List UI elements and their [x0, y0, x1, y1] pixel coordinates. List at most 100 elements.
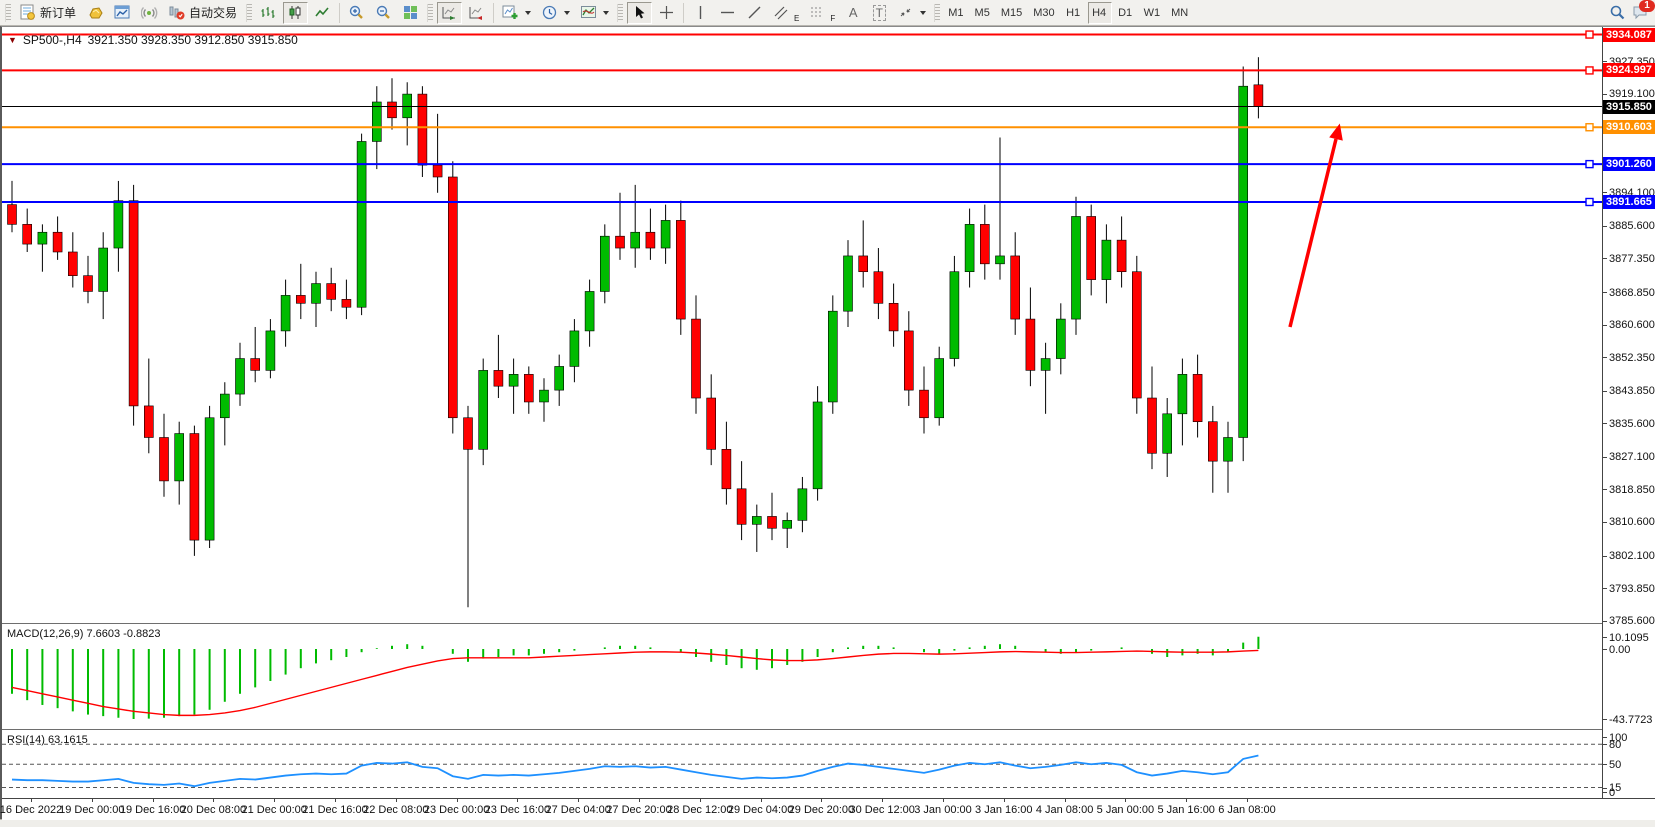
macd-panel[interactable]	[2, 625, 1602, 729]
chart-title: ▼ SP500-,H4 3921.350 3928.350 3912.850 3…	[8, 33, 298, 47]
line-handle[interactable]	[1585, 30, 1594, 39]
candle-body	[189, 433, 200, 541]
autotrading-label: 自动交易	[189, 6, 238, 20]
toolbar-grip[interactable]	[427, 3, 434, 22]
candle-body	[706, 397, 717, 450]
line-handle[interactable]	[1585, 197, 1594, 207]
rsi-line	[11, 754, 1259, 788]
new-order-button[interactable]: 新订单	[15, 2, 81, 24]
zoom-out-button[interactable]	[371, 2, 396, 24]
trendline-button[interactable]	[742, 2, 767, 24]
timeframe-button-w1[interactable]: W1	[1140, 2, 1166, 24]
level-lines-layer	[2, 30, 1602, 207]
tile-windows-button[interactable]	[398, 2, 423, 24]
toolbar-grip[interactable]	[5, 3, 11, 22]
horizontal-line-icon	[721, 11, 735, 14]
candle-body	[888, 302, 899, 332]
timeframe-button-m1[interactable]: M1	[944, 2, 968, 24]
templates-button[interactable]	[576, 2, 613, 24]
zoom-out-icon	[376, 5, 390, 19]
candle-body	[751, 516, 762, 525]
line-handle[interactable]	[1585, 66, 1594, 75]
time-tick	[395, 799, 397, 802]
time-label: 30 Dec 12:00	[849, 804, 915, 816]
axis-tick-label: 3785.600	[1603, 615, 1655, 628]
timeframe-button-d1[interactable]: D1	[1114, 2, 1138, 24]
arrows-button[interactable]	[893, 2, 930, 24]
bar-chart-button[interactable]	[256, 2, 281, 24]
chart-shift-button[interactable]	[464, 2, 489, 24]
equidistant-channel-button[interactable]: E	[769, 2, 803, 24]
axis-tick-label: 3868.850	[1603, 286, 1655, 299]
toolbar-grip[interactable]	[246, 3, 253, 22]
candle-body	[1025, 318, 1036, 371]
vertical-line-icon	[699, 6, 702, 19]
axis-tick-label: 3860.600	[1603, 319, 1655, 332]
trendline-icon	[748, 6, 761, 19]
time-axis[interactable]: 16 Dec 2022 19 Dec 00:00 19 Dec 16:00 20 De…	[0, 798, 1655, 820]
fibonacci-button[interactable]: F	[805, 2, 839, 24]
line-chart-button[interactable]	[310, 2, 335, 24]
autotrading-button[interactable]: 自动交易	[164, 2, 242, 24]
main-chart-area[interactable]	[2, 27, 1602, 623]
search-icon[interactable]	[1609, 4, 1626, 21]
candle-body	[1086, 216, 1096, 280]
candle-body	[691, 318, 701, 399]
candle-body	[523, 374, 534, 403]
candlestick-chart-button[interactable]	[283, 1, 309, 24]
trend-arrow[interactable]	[1288, 123, 1343, 328]
rsi-panel[interactable]	[2, 731, 1602, 798]
time-tick	[578, 799, 580, 802]
time-label: 19 Dec 16:00	[119, 804, 186, 816]
toolbar-grip[interactable]	[617, 3, 624, 22]
text-button[interactable]: A	[841, 2, 865, 24]
candle-body	[569, 330, 580, 367]
time-tick	[1125, 799, 1127, 802]
timeframe-button-h1[interactable]: H1	[1062, 2, 1086, 24]
candle-body	[660, 220, 671, 249]
timeframe-button-m15[interactable]: M15	[997, 2, 1027, 24]
candle-body	[144, 405, 154, 438]
timeframe-button-m30[interactable]: M30	[1029, 2, 1059, 24]
indicators-button[interactable]	[498, 2, 535, 24]
candle-body	[1101, 239, 1112, 280]
candle-body	[37, 231, 48, 245]
crosshair-button[interactable]	[654, 2, 679, 24]
candle-body	[554, 366, 565, 391]
horizontal-line-button[interactable]	[715, 2, 740, 24]
candle-body	[463, 417, 473, 450]
timeframe-button-m5[interactable]: M5	[971, 2, 995, 24]
candle-body	[1253, 84, 1264, 107]
periods-button[interactable]	[537, 2, 574, 24]
timeframe-button-h4[interactable]: H4	[1087, 1, 1112, 24]
notifications-button[interactable]: 1	[1632, 0, 1655, 21]
cursor-button[interactable]	[627, 1, 653, 24]
zoom-in-button[interactable]	[344, 2, 369, 24]
timeframe-button-mn[interactable]: MN	[1167, 2, 1193, 24]
chart-title-ohlc: 3921.350 3928.350 3912.850 3915.850	[87, 33, 298, 47]
candle-body	[1056, 318, 1066, 359]
chart-window-button[interactable]	[110, 2, 135, 24]
time-tick	[274, 799, 276, 802]
axis-tick-label: 3852.350	[1603, 351, 1655, 364]
text-label-button[interactable]: T	[867, 2, 891, 24]
signals-button[interactable]	[137, 2, 162, 24]
toolbar-grip[interactable]	[934, 3, 941, 22]
symbol-dropdown-icon[interactable]: ▼	[8, 35, 17, 45]
candle-body	[767, 516, 777, 529]
time-tick	[1186, 799, 1188, 802]
gold-nugget-button[interactable]	[83, 2, 108, 24]
candle-body	[356, 141, 367, 308]
chart-title-symbol: SP500-,H4	[22, 33, 82, 47]
candle-body	[584, 291, 595, 332]
zoom-in-icon	[349, 5, 363, 19]
price-axis[interactable]: 3927.350 3919.100 3894.100 3885.600 3877.350…	[1603, 27, 1655, 799]
line-handle[interactable]	[1585, 159, 1594, 169]
axis-tick-label: 3843.850	[1603, 385, 1655, 398]
time-label: 3 Jan 16:00	[975, 804, 1033, 816]
candle-body	[964, 224, 975, 273]
line-handle[interactable]	[1585, 123, 1594, 132]
auto-scroll-button[interactable]	[437, 1, 463, 24]
vertical-line-button[interactable]	[688, 2, 713, 24]
candle-body	[402, 93, 413, 119]
